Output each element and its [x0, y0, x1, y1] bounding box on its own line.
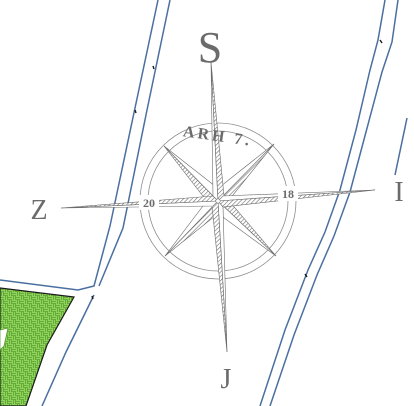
compass-north-label: S: [198, 23, 222, 72]
compass-east-label: I: [394, 177, 403, 208]
compass-east-number: 18: [282, 187, 294, 201]
compass-south-label: J: [221, 364, 232, 395]
green-parcel[interactable]: [0, 287, 75, 406]
compass-rose: S J I Z ARH 7. 18 20: [30, 23, 403, 395]
compass-west-number: 20: [143, 196, 155, 210]
compass-diagonal-points: [163, 143, 277, 257]
compass-main-points: [60, 61, 376, 353]
compass-west-label: Z: [30, 195, 47, 226]
